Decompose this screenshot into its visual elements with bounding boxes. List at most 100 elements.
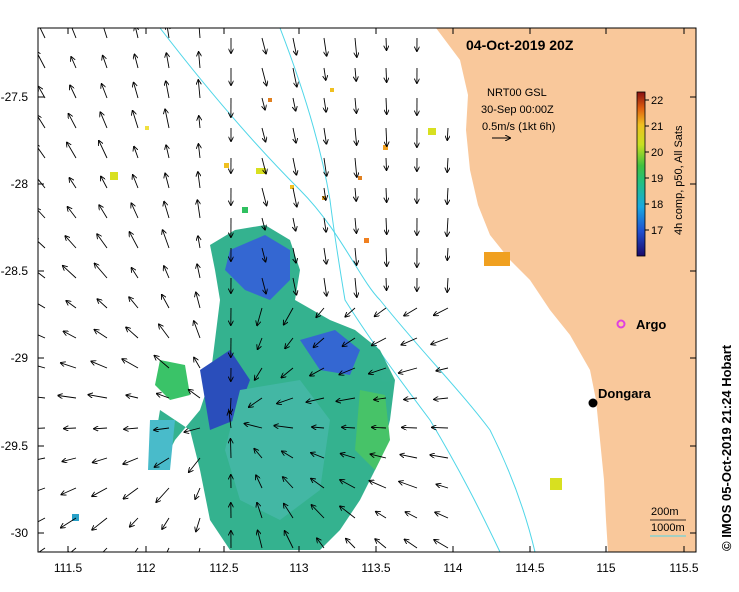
current-arrow <box>324 37 327 56</box>
current-arrow <box>293 127 296 143</box>
current-arrow <box>61 517 77 528</box>
current-arrow <box>285 337 294 348</box>
current-arrow <box>402 427 418 428</box>
current-arrow <box>166 547 170 552</box>
current-arrow <box>199 116 200 129</box>
current-arrow <box>436 368 449 371</box>
current-arrow <box>69 178 77 189</box>
current-arrow <box>69 114 77 129</box>
current-arrow <box>258 531 263 549</box>
colorbar-gradient <box>636 91 646 257</box>
vector-legend-line1: NRT00 GSL <box>487 87 547 99</box>
current-arrow <box>324 127 326 144</box>
x-tick-label: 112.5 <box>209 561 238 575</box>
current-arrow <box>293 97 296 111</box>
current-arrow <box>38 517 46 523</box>
current-arrow <box>355 127 357 145</box>
y-tick-label: -28.5 <box>1 264 29 278</box>
current-vectors <box>38 28 449 552</box>
current-arrow <box>355 37 357 57</box>
current-arrow <box>355 157 357 177</box>
current-arrow <box>134 83 139 99</box>
current-arrow <box>386 217 387 234</box>
colorbar-tick-label: 20 <box>651 147 663 159</box>
current-arrow <box>38 427 46 429</box>
current-arrow <box>254 449 263 459</box>
current-arrow <box>386 157 387 170</box>
current-arrow <box>355 247 357 265</box>
current-arrow <box>256 475 263 489</box>
current-arrow <box>404 307 418 316</box>
current-arrow <box>447 127 448 140</box>
current-arrow <box>64 331 77 339</box>
current-arrow <box>257 503 263 519</box>
current-arrow <box>386 97 387 114</box>
current-arrow <box>38 333 46 339</box>
current-arrow <box>374 398 387 400</box>
vector-legend-line3: 0.5m/s (1kt 6h) <box>482 121 555 133</box>
current-arrow <box>400 455 418 459</box>
current-arrow <box>277 397 294 404</box>
current-arrow <box>447 157 448 172</box>
current-arrow <box>71 57 77 69</box>
current-arrow <box>38 487 46 492</box>
current-arrow <box>261 37 266 54</box>
current-arrow <box>134 147 139 159</box>
current-arrow <box>292 187 297 207</box>
current-arrow <box>386 127 387 146</box>
current-arrow <box>369 367 387 374</box>
current-arrow <box>165 174 170 189</box>
current-arrow <box>406 512 418 519</box>
current-arrow <box>92 487 108 496</box>
credit-text: © IMOS 05-Oct-2019 21:24 Hobart <box>719 344 734 551</box>
current-arrow <box>324 157 327 176</box>
current-arrow <box>159 324 170 339</box>
dongara-marker: Dongara <box>588 386 652 408</box>
current-arrow <box>67 143 77 159</box>
current-arrow <box>166 81 170 99</box>
current-arrow <box>71 28 77 39</box>
x-tick-label: 113 <box>289 561 308 575</box>
current-arrow <box>293 247 296 263</box>
current-arrow <box>130 232 139 249</box>
current-arrow <box>93 457 108 462</box>
current-arrow <box>261 247 266 262</box>
current-arrow <box>135 55 139 69</box>
current-arrow <box>198 144 200 159</box>
current-arrow <box>38 303 46 309</box>
current-arrow <box>91 361 108 369</box>
colorbar-label: 4h comp, p50, All Sats <box>673 125 685 235</box>
current-arrow <box>355 67 356 81</box>
current-arrow <box>375 539 387 549</box>
contour-legend: 200m 1000m <box>650 506 686 537</box>
current-arrow <box>154 428 170 430</box>
current-arrow <box>124 487 139 499</box>
current-arrow <box>198 172 200 189</box>
current-arrow <box>401 337 418 345</box>
current-arrow <box>307 397 325 402</box>
current-arrow <box>293 217 296 231</box>
current-arrow <box>292 37 296 55</box>
current-arrow <box>157 394 170 399</box>
current-arrow <box>103 56 108 69</box>
current-arrow <box>103 28 108 39</box>
current-arrow <box>95 330 108 339</box>
current-arrow <box>38 396 46 399</box>
current-arrow <box>94 428 108 429</box>
y-tick-label: -29.5 <box>1 439 29 453</box>
current-arrow <box>435 512 449 519</box>
current-arrow <box>162 517 170 529</box>
current-arrow <box>386 187 387 202</box>
colorbar: 22 21 20 19 18 17 4h comp, p50, All Sats <box>636 91 685 257</box>
colorbar-tick-label: 21 <box>651 121 663 133</box>
current-arrow <box>274 426 294 428</box>
current-arrow <box>99 205 108 219</box>
current-arrow <box>88 395 108 399</box>
current-arrow <box>281 367 294 378</box>
y-tick-label: -27.5 <box>1 90 29 104</box>
current-arrow <box>131 203 139 219</box>
y-axis: -27.5 -28 -28.5 -29 -29.5 -30 <box>1 90 696 540</box>
current-arrow <box>126 327 139 339</box>
current-arrow <box>324 187 326 200</box>
